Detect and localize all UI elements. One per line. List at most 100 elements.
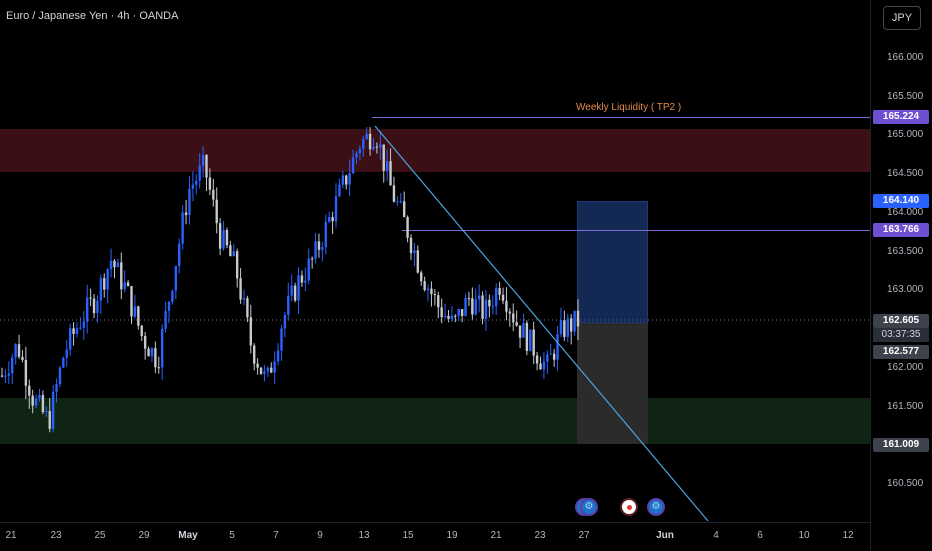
candle-body [51,391,55,429]
candle-body [498,288,501,295]
candle-body [246,298,249,318]
candle-body [147,348,150,357]
candle-body [130,286,133,317]
candle-body [249,317,253,346]
candle-body [409,237,413,254]
candle-body [256,363,259,368]
candle-body [430,288,433,295]
candle-body [123,282,126,290]
candle-body [501,294,505,301]
candle-body [515,322,518,326]
candle-body [215,199,218,224]
candle-body [542,361,546,370]
candle-body [266,367,270,372]
candle-body [382,144,385,171]
candle-body [120,262,123,290]
time-label: 12 [842,530,854,541]
candle-body [205,155,208,178]
time-scale[interactable]: 21 23 25 29 May 5 7 9 13 15 19 21 23 27 Jun 4 6 10 12 [0,522,870,551]
candle-body [512,313,515,323]
price-tick: 163.000 [887,284,924,296]
resistance-line[interactable] [402,230,870,231]
candle-body [327,216,331,222]
candle-body [331,216,334,222]
time-label: May [178,530,198,541]
candle-body [488,299,491,307]
candle-body [549,353,552,355]
candle-body [212,189,215,200]
time-label: 23 [50,530,62,541]
candle-body [450,315,454,320]
price-tick: 160.500 [887,478,924,489]
weekly-liquidity-line[interactable] [372,117,870,118]
price-tick: 165.000 [887,129,924,141]
candle-body [174,266,178,291]
candle-body [372,146,375,150]
time-label: 9 [317,530,323,541]
time-label: 13 [358,530,370,541]
candle-body [365,133,368,139]
candle-body [62,357,65,368]
candle-body [276,350,280,362]
supply-zone[interactable] [0,129,870,172]
candle-body [86,297,89,322]
candle-body [31,395,34,406]
time-label: 10 [798,530,810,541]
price-tick: 165.500 [887,90,924,102]
event-icon[interactable] [647,498,665,516]
candle-body [529,329,532,352]
price-tick: 163.500 [887,245,924,257]
candle-body [38,395,41,399]
candle-body [413,250,416,254]
candle-body [184,212,188,216]
candle-body [178,243,181,267]
candle-body [433,294,437,296]
candle-body [317,241,321,250]
time-label: 21 [5,530,17,541]
time-label: 27 [578,530,590,541]
event-icon[interactable] [620,498,638,516]
candle-body [341,175,345,185]
chart-canvas[interactable]: Weekly Liquidity ( TP2 ) Euro / Japanese… [0,0,870,522]
event-icon[interactable] [580,498,598,516]
symbol-title[interactable]: Euro / Japanese Yen · 4h · OANDA [6,10,179,22]
time-label: Jun [656,530,674,541]
long-position-stop-box[interactable] [577,323,648,444]
candle-body [82,321,85,328]
time-label: 4 [713,530,719,541]
candle-body [208,177,212,190]
candle-body [14,344,17,358]
candle-body [259,367,263,374]
candle-body [72,328,75,334]
candle-body [307,258,310,281]
candle-body [304,280,307,283]
price-tick: 164.000 [887,206,924,218]
candle-body [24,359,28,386]
candle-body [34,398,38,406]
candle-body [358,148,362,154]
candle-body [195,180,198,185]
currency-button[interactable]: JPY [883,6,921,30]
price-scale[interactable]: JPY 166.000 165.500 165.000 164.500 164.000 1… [870,0,932,550]
time-label: 19 [446,530,458,541]
candle-body [113,260,116,268]
candle-body [314,241,317,259]
candles-layer [0,127,580,433]
downtrend-line [374,125,709,522]
time-label: 21 [490,530,502,541]
long-position-target-box[interactable] [577,201,648,323]
candle-body [348,173,351,185]
time-label: 5 [229,530,235,541]
candle-body [474,299,477,315]
candle-body [116,262,120,268]
candle-body [28,385,31,396]
candle-body [416,250,420,273]
candle-body [137,306,140,326]
last-price-tag: 162.605 [873,314,929,328]
time-label: 23 [534,530,546,541]
candle-body [518,325,522,338]
candle-body [171,290,174,302]
demand-zone[interactable] [0,398,870,444]
candle-body [525,322,529,352]
candle-body [133,306,137,317]
